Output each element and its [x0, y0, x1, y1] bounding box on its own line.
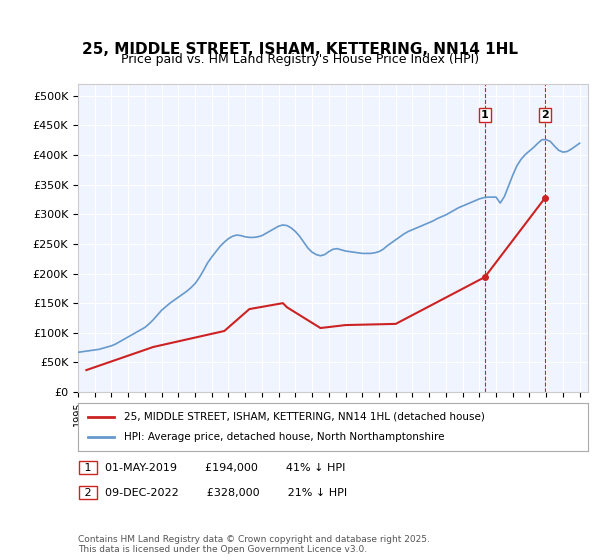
Text: 2: 2: [81, 488, 95, 498]
Text: 01-MAY-2019        £194,000        41% ↓ HPI: 01-MAY-2019 £194,000 41% ↓ HPI: [105, 463, 346, 473]
Text: 09-DEC-2022        £328,000        21% ↓ HPI: 09-DEC-2022 £328,000 21% ↓ HPI: [105, 488, 347, 498]
Text: 25, MIDDLE STREET, ISHAM, KETTERING, NN14 1HL (detached house): 25, MIDDLE STREET, ISHAM, KETTERING, NN1…: [124, 412, 485, 422]
Text: 1: 1: [481, 110, 489, 120]
Text: Price paid vs. HM Land Registry's House Price Index (HPI): Price paid vs. HM Land Registry's House …: [121, 53, 479, 66]
Text: 25, MIDDLE STREET, ISHAM, KETTERING, NN14 1HL: 25, MIDDLE STREET, ISHAM, KETTERING, NN1…: [82, 42, 518, 57]
Text: 2: 2: [541, 110, 549, 120]
Text: HPI: Average price, detached house, North Northamptonshire: HPI: Average price, detached house, Nort…: [124, 432, 445, 442]
Text: 1: 1: [81, 463, 95, 473]
Text: Contains HM Land Registry data © Crown copyright and database right 2025.
This d: Contains HM Land Registry data © Crown c…: [78, 535, 430, 554]
